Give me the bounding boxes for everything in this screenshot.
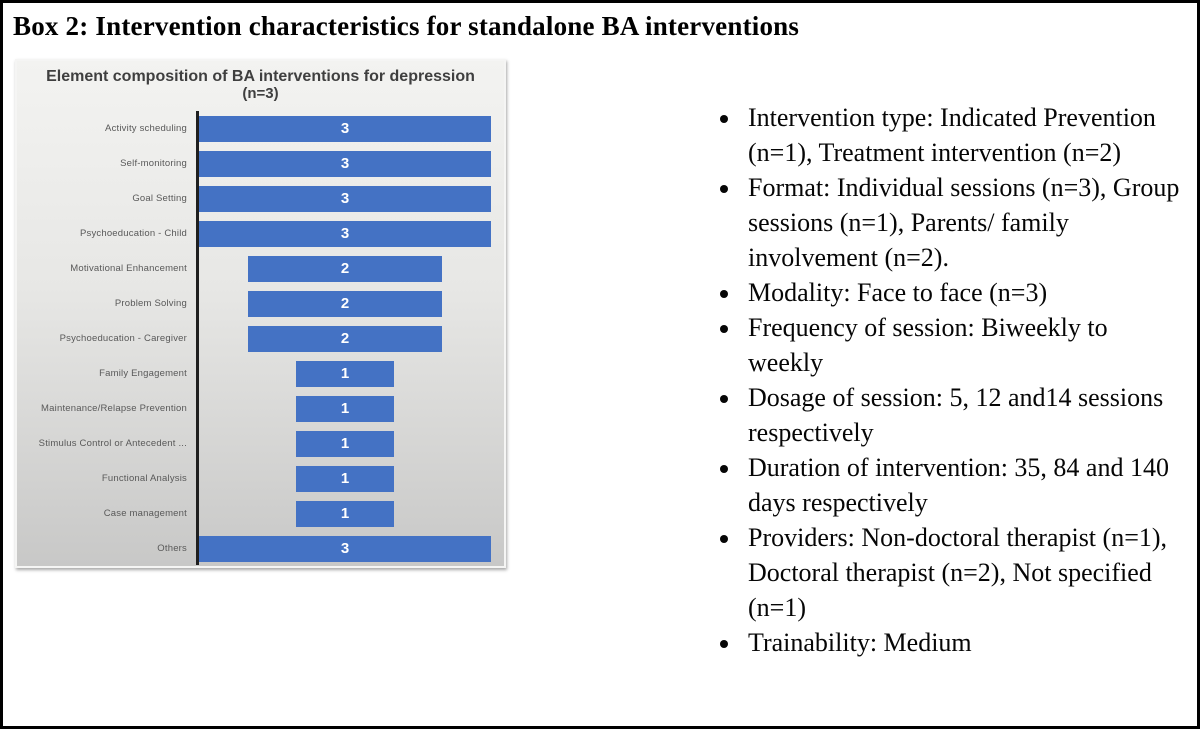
bar-track: 3 xyxy=(199,185,491,212)
bar: 3 xyxy=(199,150,491,177)
box-title: Box 2: Intervention characteristics for … xyxy=(13,11,800,41)
category-label: Case management xyxy=(103,508,187,519)
bar-track: 1 xyxy=(199,360,491,387)
bar-track: 1 xyxy=(199,465,491,492)
characteristic-item: Modality: Face to face (n=3) xyxy=(742,275,1187,310)
bar-value-label: 3 xyxy=(340,540,350,557)
bar: 1 xyxy=(296,430,394,457)
bar-value-label: 1 xyxy=(340,365,350,382)
bar-track: 2 xyxy=(199,325,491,352)
bar-track: 3 xyxy=(199,535,491,562)
bar-value-label: 1 xyxy=(340,435,350,452)
characteristic-item: Intervention type: Indicated Prevention … xyxy=(742,100,1187,170)
chart-row: Stimulus Control or Antecedent ... 1 xyxy=(17,426,491,461)
chart-title-block: Element composition of BA interventions … xyxy=(17,68,504,102)
chart-row: Psychoeducation - Caregiver 2 xyxy=(17,321,491,356)
chart-row: Family Engagement 1 xyxy=(17,356,491,391)
category-label: Goal Setting xyxy=(132,193,187,204)
category-label: Others xyxy=(157,543,187,554)
bar-value-label: 3 xyxy=(340,190,350,207)
chart-row: Activity scheduling 3 xyxy=(17,111,491,146)
category-label: Psychoeducation - Caregiver xyxy=(59,333,187,344)
bar-value-label: 3 xyxy=(340,155,350,172)
bar-value-label: 2 xyxy=(340,295,350,312)
chart-row: Functional Analysis 1 xyxy=(17,461,491,496)
bar: 3 xyxy=(199,115,491,142)
category-label: Stimulus Control or Antecedent ... xyxy=(38,438,187,449)
bar: 2 xyxy=(247,325,443,352)
chart-row: Psychoeducation - Child 3 xyxy=(17,216,491,251)
bar: 1 xyxy=(296,395,394,422)
chart-row: Problem Solving 2 xyxy=(17,286,491,321)
bar: 2 xyxy=(247,290,443,317)
category-label: Psychoeducation - Child xyxy=(79,228,187,239)
chart-row: Maintenance/Relapse Prevention 1 xyxy=(17,391,491,426)
y-axis-line xyxy=(196,111,199,565)
characteristic-item: Format: Individual sessions (n=3), Group… xyxy=(742,170,1187,275)
plot-rows: Activity scheduling 3 Self-monitoring 3 Goal… xyxy=(17,111,491,566)
bar-value-label: 3 xyxy=(340,225,350,242)
category-label: Motivational Enhancement xyxy=(70,263,187,274)
plot-area: Activity scheduling 3 Self-monitoring 3 Goal… xyxy=(17,111,491,567)
bar: 1 xyxy=(296,500,394,527)
characteristic-item: Providers: Non-doctoral therapist (n=1),… xyxy=(742,520,1187,625)
bar: 3 xyxy=(199,185,491,212)
bar-track: 3 xyxy=(199,220,491,247)
bar-track: 3 xyxy=(199,115,491,142)
characteristic-item: Frequency of session: Biweekly to weekly xyxy=(742,310,1187,380)
bar-value-label: 1 xyxy=(340,400,350,417)
chart-row: Others 3 xyxy=(17,531,491,566)
bar-value-label: 1 xyxy=(340,470,350,487)
chart-title: Element composition of BA interventions … xyxy=(46,68,475,85)
bar-track: 1 xyxy=(199,395,491,422)
chart-subtitle: (n=3) xyxy=(242,84,279,102)
category-label: Activity scheduling xyxy=(105,123,187,134)
category-label: Problem Solving xyxy=(114,298,187,309)
bar-value-label: 2 xyxy=(340,330,350,347)
chart-row: Case management 1 xyxy=(17,496,491,531)
characteristics-list: Intervention type: Indicated Prevention … xyxy=(715,100,1187,660)
bar-track: 1 xyxy=(199,430,491,457)
bar: 3 xyxy=(199,535,491,562)
bar-value-label: 1 xyxy=(340,505,350,522)
bar-track: 2 xyxy=(199,290,491,317)
category-label: Functional Analysis xyxy=(101,473,187,484)
bar-track: 2 xyxy=(199,255,491,282)
chart-panel: Element composition of BA interventions … xyxy=(15,59,506,568)
bar-value-label: 3 xyxy=(340,120,350,137)
bar: 1 xyxy=(296,360,394,387)
bar: 2 xyxy=(247,255,443,282)
characteristic-item: Dosage of session: 5, 12 and14 sessions … xyxy=(742,380,1187,450)
chart-row: Motivational Enhancement 2 xyxy=(17,251,491,286)
characteristic-item: Trainability: Medium xyxy=(742,625,1187,660)
bar-track: 1 xyxy=(199,500,491,527)
bar: 3 xyxy=(199,220,491,247)
bar-value-label: 2 xyxy=(340,260,350,277)
bar-track: 3 xyxy=(199,150,491,177)
characteristic-item: Duration of intervention: 35, 84 and 140… xyxy=(742,450,1187,520)
category-label: Maintenance/Relapse Prevention xyxy=(41,403,187,414)
chart-row: Goal Setting 3 xyxy=(17,181,491,216)
category-label: Family Engagement xyxy=(99,368,187,379)
category-label: Self-monitoring xyxy=(120,158,187,169)
bar: 1 xyxy=(296,465,394,492)
chart-row: Self-monitoring 3 xyxy=(17,146,491,181)
